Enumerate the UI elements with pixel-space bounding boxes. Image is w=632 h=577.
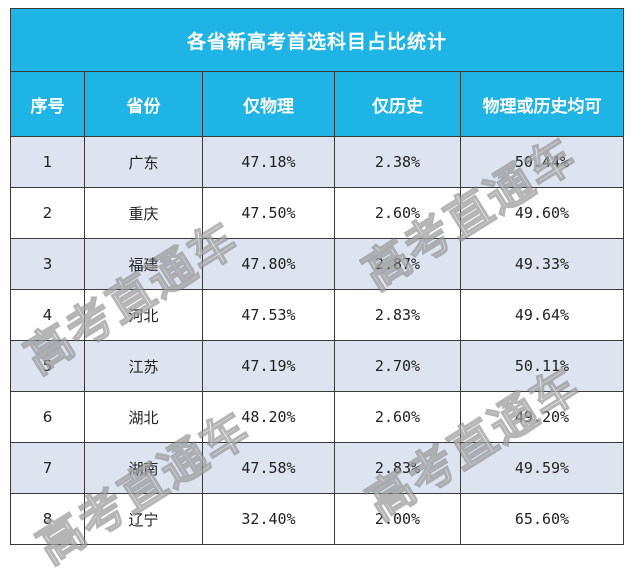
cell-index: 8: [10, 493, 85, 545]
stats-table: 各省新高考首选科目占比统计 序号 省份 仅物理 仅历史 物理或历史均可 1 广东…: [10, 8, 624, 545]
cell-physics-only: 47.58%: [202, 442, 335, 494]
header-physics-only: 仅物理: [202, 71, 335, 137]
header-either: 物理或历史均可: [460, 71, 624, 137]
table-row: 5 江苏 47.19% 2.70% 50.11%: [10, 340, 624, 392]
cell-index: 3: [10, 238, 85, 290]
table-row: 8 辽宁 32.40% 2.00% 65.60%: [10, 493, 624, 545]
cell-history-only: 2.38%: [334, 136, 461, 188]
cell-either: 50.11%: [460, 340, 624, 392]
cell-province: 江苏: [84, 340, 203, 392]
cell-either: 50.44%: [460, 136, 624, 188]
cell-history-only: 2.00%: [334, 493, 461, 545]
cell-index: 2: [10, 187, 85, 239]
cell-province: 重庆: [84, 187, 203, 239]
cell-history-only: 2.60%: [334, 187, 461, 239]
cell-history-only: 2.60%: [334, 391, 461, 443]
table-title: 各省新高考首选科目占比统计: [10, 8, 624, 72]
table-row: 6 湖北 48.20% 2.60% 49.20%: [10, 391, 624, 443]
cell-physics-only: 48.20%: [202, 391, 335, 443]
header-index: 序号: [10, 71, 85, 137]
cell-province: 河北: [84, 289, 203, 341]
cell-either: 65.60%: [460, 493, 624, 545]
cell-province: 辽宁: [84, 493, 203, 545]
cell-either: 49.59%: [460, 442, 624, 494]
cell-physics-only: 47.80%: [202, 238, 335, 290]
table-row: 4 河北 47.53% 2.83% 49.64%: [10, 289, 624, 341]
cell-either: 49.33%: [460, 238, 624, 290]
cell-either: 49.64%: [460, 289, 624, 341]
cell-history-only: 2.87%: [334, 238, 461, 290]
header-history-only: 仅历史: [334, 71, 461, 137]
header-province: 省份: [84, 71, 203, 137]
cell-physics-only: 47.19%: [202, 340, 335, 392]
cell-province: 湖北: [84, 391, 203, 443]
cell-history-only: 2.83%: [334, 289, 461, 341]
table-row: 3 福建 47.80% 2.87% 49.33%: [10, 238, 624, 290]
cell-history-only: 2.70%: [334, 340, 461, 392]
cell-province: 福建: [84, 238, 203, 290]
cell-physics-only: 32.40%: [202, 493, 335, 545]
cell-physics-only: 47.50%: [202, 187, 335, 239]
cell-index: 4: [10, 289, 85, 341]
cell-either: 49.20%: [460, 391, 624, 443]
cell-either: 49.60%: [460, 187, 624, 239]
cell-physics-only: 47.53%: [202, 289, 335, 341]
cell-physics-only: 47.18%: [202, 136, 335, 188]
cell-index: 1: [10, 136, 85, 188]
cell-index: 7: [10, 442, 85, 494]
page: 各省新高考首选科目占比统计 序号 省份 仅物理 仅历史 物理或历史均可 1 广东…: [10, 8, 624, 575]
cell-index: 5: [10, 340, 85, 392]
table-row: 7 湖南 47.58% 2.83% 49.59%: [10, 442, 624, 494]
table-row: 1 广东 47.18% 2.38% 50.44%: [10, 136, 624, 188]
header-row: 序号 省份 仅物理 仅历史 物理或历史均可: [10, 71, 624, 137]
cell-province: 湖南: [84, 442, 203, 494]
cell-history-only: 2.83%: [334, 442, 461, 494]
cell-province: 广东: [84, 136, 203, 188]
cell-index: 6: [10, 391, 85, 443]
table-row: 2 重庆 47.50% 2.60% 49.60%: [10, 187, 624, 239]
